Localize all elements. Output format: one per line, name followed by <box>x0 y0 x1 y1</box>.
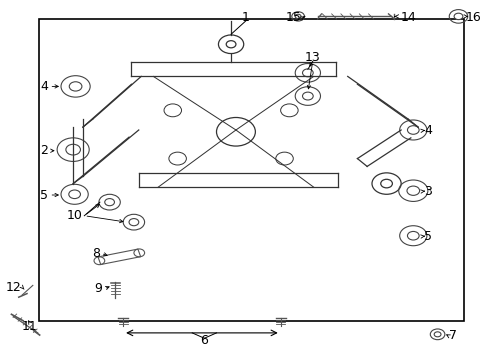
Text: 2: 2 <box>40 144 48 157</box>
Text: 5: 5 <box>424 230 433 243</box>
Circle shape <box>129 219 139 226</box>
Text: 4: 4 <box>424 124 432 137</box>
Circle shape <box>302 92 313 100</box>
Circle shape <box>408 231 419 240</box>
Text: 8: 8 <box>92 247 100 260</box>
Text: 10: 10 <box>67 209 83 222</box>
Text: 1: 1 <box>242 11 249 24</box>
Circle shape <box>105 199 115 206</box>
Circle shape <box>69 190 80 199</box>
Circle shape <box>407 186 419 195</box>
Text: 11: 11 <box>22 320 37 333</box>
Circle shape <box>434 332 441 337</box>
Text: 16: 16 <box>466 11 481 24</box>
Text: 13: 13 <box>305 51 320 64</box>
Text: 6: 6 <box>200 333 208 347</box>
Bar <box>39 19 465 321</box>
Circle shape <box>408 126 419 134</box>
Circle shape <box>302 69 313 77</box>
Circle shape <box>381 179 392 188</box>
Text: 15: 15 <box>286 11 301 24</box>
Circle shape <box>66 144 80 155</box>
Circle shape <box>69 82 82 91</box>
Text: 12: 12 <box>5 281 21 294</box>
Text: 5: 5 <box>40 189 48 202</box>
Text: 4: 4 <box>40 80 48 93</box>
Circle shape <box>226 41 236 48</box>
Text: 3: 3 <box>424 185 432 198</box>
Circle shape <box>454 13 463 19</box>
Circle shape <box>295 14 301 18</box>
Text: 9: 9 <box>95 283 102 296</box>
Text: 7: 7 <box>449 329 457 342</box>
Text: 14: 14 <box>400 11 416 24</box>
